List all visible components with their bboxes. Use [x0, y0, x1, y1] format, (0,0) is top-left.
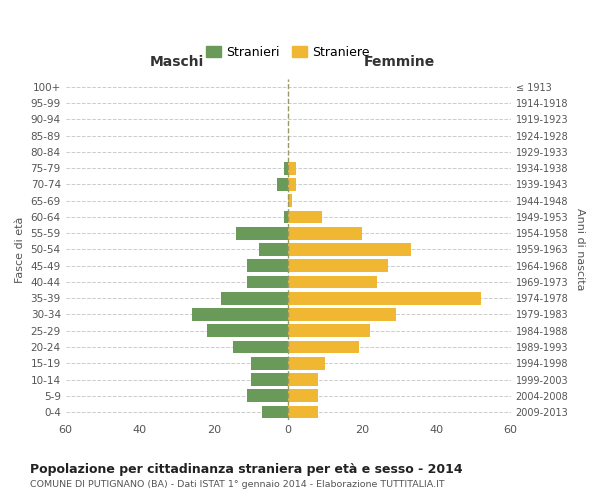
Bar — [288, 357, 325, 370]
Bar — [288, 308, 396, 321]
Bar — [236, 227, 288, 239]
Bar — [251, 357, 288, 370]
Bar — [247, 390, 288, 402]
Bar — [288, 260, 388, 272]
Bar — [288, 406, 318, 418]
Bar — [247, 260, 288, 272]
Bar — [192, 308, 288, 321]
Bar — [288, 340, 359, 353]
Text: COMUNE DI PUTIGNANO (BA) - Dati ISTAT 1° gennaio 2014 - Elaborazione TUTTITALIA.: COMUNE DI PUTIGNANO (BA) - Dati ISTAT 1°… — [30, 480, 445, 489]
Bar — [206, 324, 288, 337]
Text: Femmine: Femmine — [364, 55, 435, 69]
Bar — [277, 178, 288, 191]
Y-axis label: Fasce di età: Fasce di età — [15, 216, 25, 282]
Bar — [288, 162, 296, 174]
Bar — [288, 292, 481, 304]
Bar — [288, 390, 318, 402]
Bar — [233, 340, 288, 353]
Bar — [259, 243, 288, 256]
Bar — [288, 178, 296, 191]
Bar — [284, 210, 288, 224]
Text: Popolazione per cittadinanza straniera per età e sesso - 2014: Popolazione per cittadinanza straniera p… — [30, 462, 463, 475]
Bar — [288, 210, 322, 224]
Legend: Stranieri, Straniere: Stranieri, Straniere — [202, 40, 375, 64]
Bar — [247, 276, 288, 288]
Bar — [288, 227, 362, 239]
Y-axis label: Anni di nascita: Anni di nascita — [575, 208, 585, 290]
Bar — [221, 292, 288, 304]
Bar — [284, 162, 288, 174]
Bar — [288, 243, 410, 256]
Bar — [288, 373, 318, 386]
Bar — [251, 373, 288, 386]
Bar — [288, 276, 377, 288]
Bar — [288, 194, 292, 207]
Bar — [262, 406, 288, 418]
Bar — [288, 324, 370, 337]
Text: Maschi: Maschi — [150, 55, 204, 69]
